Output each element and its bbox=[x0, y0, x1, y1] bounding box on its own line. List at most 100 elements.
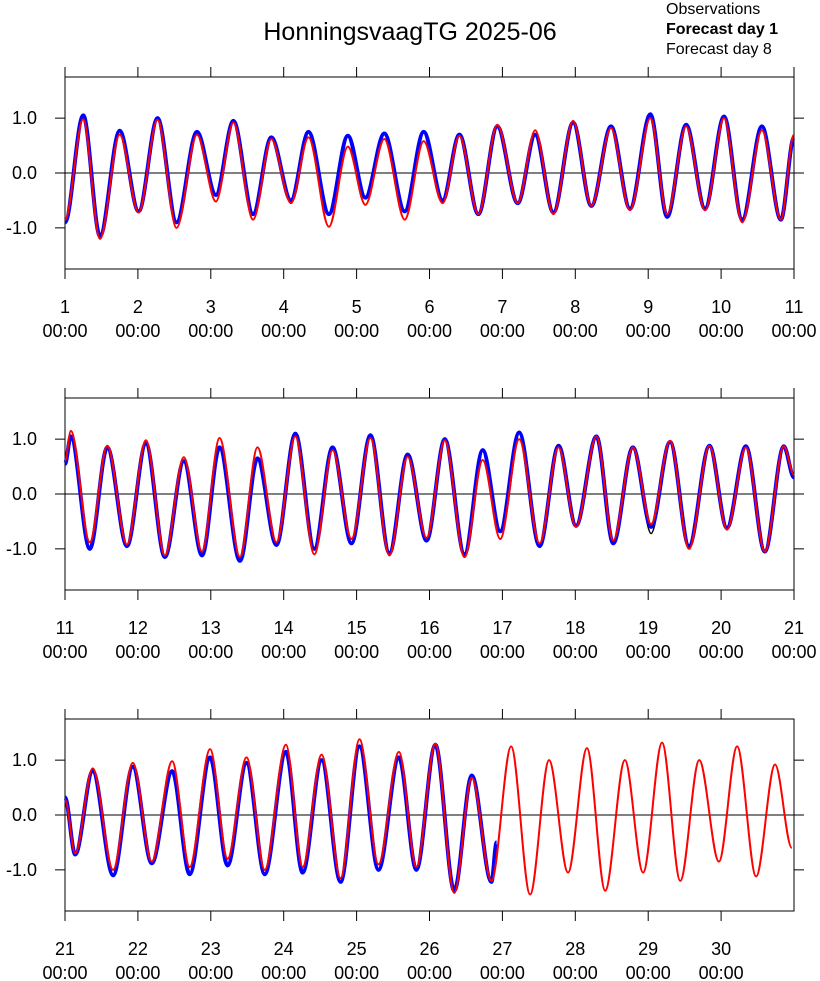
x-tick-day: 14 bbox=[274, 618, 294, 638]
x-tick-label: 24 00:00 bbox=[261, 939, 306, 981]
legend-entry: Forecast day 8 bbox=[666, 41, 772, 58]
x-tick-time: 00:00 bbox=[42, 321, 87, 341]
x-tick-day: 4 bbox=[279, 297, 289, 317]
x-tick-label: 26 00:00 bbox=[407, 939, 452, 981]
y-tick-label: 0.0 bbox=[12, 484, 37, 504]
x-tick-time: 00:00 bbox=[699, 321, 744, 341]
x-tick-time: 00:00 bbox=[115, 963, 160, 981]
series-line bbox=[64, 738, 793, 896]
y-tick-label: 1.0 bbox=[12, 108, 37, 128]
x-tick-day: 29 bbox=[638, 939, 658, 959]
x-tick-label: 19 00:00 bbox=[626, 618, 671, 662]
x-tick-time: 00:00 bbox=[699, 642, 744, 662]
x-tick-time: 00:00 bbox=[626, 321, 671, 341]
x-tick-label: 16 00:00 bbox=[407, 618, 452, 662]
x-tick-label: 23 00:00 bbox=[188, 939, 233, 981]
x-tick-time: 00:00 bbox=[553, 321, 598, 341]
x-tick-time: 00:00 bbox=[407, 321, 452, 341]
x-tick-label: 11 00:00 bbox=[771, 297, 816, 341]
x-tick-day: 21 bbox=[55, 939, 75, 959]
x-tick-time: 00:00 bbox=[334, 963, 379, 981]
x-tick-day: 20 bbox=[711, 618, 731, 638]
series-line bbox=[64, 429, 795, 559]
x-tick-time: 00:00 bbox=[699, 963, 744, 981]
x-tick-label: 2 00:00 bbox=[115, 297, 160, 341]
series-line bbox=[63, 112, 796, 239]
x-tick-label: 21 00:00 bbox=[771, 618, 816, 662]
x-tick-label: 9 00:00 bbox=[626, 297, 671, 341]
x-tick-day: 16 bbox=[419, 618, 439, 638]
legend-entry: Forecast day 1 bbox=[666, 21, 778, 38]
x-tick-time: 00:00 bbox=[480, 321, 525, 341]
x-tick-time: 00:00 bbox=[115, 321, 160, 341]
x-tick-label: 27 00:00 bbox=[480, 939, 525, 981]
x-tick-label: 22 00:00 bbox=[115, 939, 160, 981]
x-tick-label: 29 00:00 bbox=[626, 939, 671, 981]
x-tick-time: 00:00 bbox=[261, 642, 306, 662]
x-tick-day: 10 bbox=[711, 297, 731, 317]
x-tick-day: 12 bbox=[128, 618, 148, 638]
x-tick-day: 24 bbox=[274, 939, 294, 959]
x-tick-day: 6 bbox=[424, 297, 434, 317]
x-tick-label: 15 00:00 bbox=[334, 618, 379, 662]
x-tick-label: 13 00:00 bbox=[188, 618, 233, 662]
series-line bbox=[64, 117, 795, 240]
x-tick-time: 00:00 bbox=[42, 642, 87, 662]
x-tick-time: 00:00 bbox=[626, 963, 671, 981]
x-tick-day: 18 bbox=[565, 618, 585, 638]
x-tick-label: 1 00:00 bbox=[42, 297, 87, 341]
x-tick-time: 00:00 bbox=[115, 642, 160, 662]
x-tick-label: 18 00:00 bbox=[553, 618, 598, 662]
x-tick-time: 00:00 bbox=[553, 642, 598, 662]
x-tick-day: 26 bbox=[419, 939, 439, 959]
x-tick-label: 8 00:00 bbox=[553, 297, 598, 341]
x-tick-time: 00:00 bbox=[261, 321, 306, 341]
x-tick-time: 00:00 bbox=[407, 642, 452, 662]
x-tick-label: 14 00:00 bbox=[261, 618, 306, 662]
x-tick-day: 3 bbox=[206, 297, 216, 317]
y-tick-label: 0.0 bbox=[12, 805, 37, 825]
legend-entry: Observations bbox=[666, 1, 760, 18]
x-tick-time: 00:00 bbox=[334, 642, 379, 662]
x-tick-time: 00:00 bbox=[407, 963, 452, 981]
y-tick-label: -1.0 bbox=[6, 539, 37, 559]
x-tick-day: 11 bbox=[785, 297, 804, 317]
x-tick-day: 7 bbox=[497, 297, 507, 317]
x-tick-time: 00:00 bbox=[188, 642, 233, 662]
x-tick-label: 6 00:00 bbox=[407, 297, 452, 341]
x-tick-day: 5 bbox=[352, 297, 362, 317]
x-tick-time: 00:00 bbox=[188, 963, 233, 981]
series-line bbox=[63, 430, 796, 563]
x-tick-day: 30 bbox=[711, 939, 731, 959]
x-tick-day: 22 bbox=[128, 939, 148, 959]
x-tick-time: 00:00 bbox=[261, 963, 306, 981]
x-tick-day: 23 bbox=[201, 939, 221, 959]
x-tick-day: 25 bbox=[347, 939, 367, 959]
y-tick-label: 1.0 bbox=[12, 750, 37, 770]
x-tick-day: 28 bbox=[565, 939, 585, 959]
x-tick-time: 00:00 bbox=[626, 642, 671, 662]
x-tick-label: 21 00:00 bbox=[42, 939, 87, 981]
y-tick-label: 1.0 bbox=[12, 429, 37, 449]
y-tick-label: 0.0 bbox=[12, 163, 37, 183]
x-tick-time: 00:00 bbox=[771, 321, 816, 341]
x-tick-day: 13 bbox=[201, 618, 221, 638]
x-tick-label: 4 00:00 bbox=[261, 297, 306, 341]
x-tick-day: 15 bbox=[347, 618, 367, 638]
x-tick-time: 00:00 bbox=[334, 321, 379, 341]
x-tick-day: 19 bbox=[638, 618, 658, 638]
x-tick-label: 25 00:00 bbox=[334, 939, 379, 981]
x-tick-day: 21 bbox=[784, 618, 804, 638]
x-tick-label: 3 00:00 bbox=[188, 297, 233, 341]
x-tick-day: 27 bbox=[492, 939, 512, 959]
chart-title: HonningsvaagTG 2025-06 bbox=[263, 18, 556, 46]
x-tick-time: 00:00 bbox=[42, 963, 87, 981]
x-tick-label: 20 00:00 bbox=[699, 618, 744, 662]
x-tick-label: 12 00:00 bbox=[115, 618, 160, 662]
x-tick-time: 00:00 bbox=[553, 963, 598, 981]
x-tick-time: 00:00 bbox=[188, 321, 233, 341]
x-tick-time: 00:00 bbox=[480, 642, 525, 662]
x-tick-label: 28 00:00 bbox=[553, 939, 598, 981]
x-tick-time: 00:00 bbox=[480, 963, 525, 981]
